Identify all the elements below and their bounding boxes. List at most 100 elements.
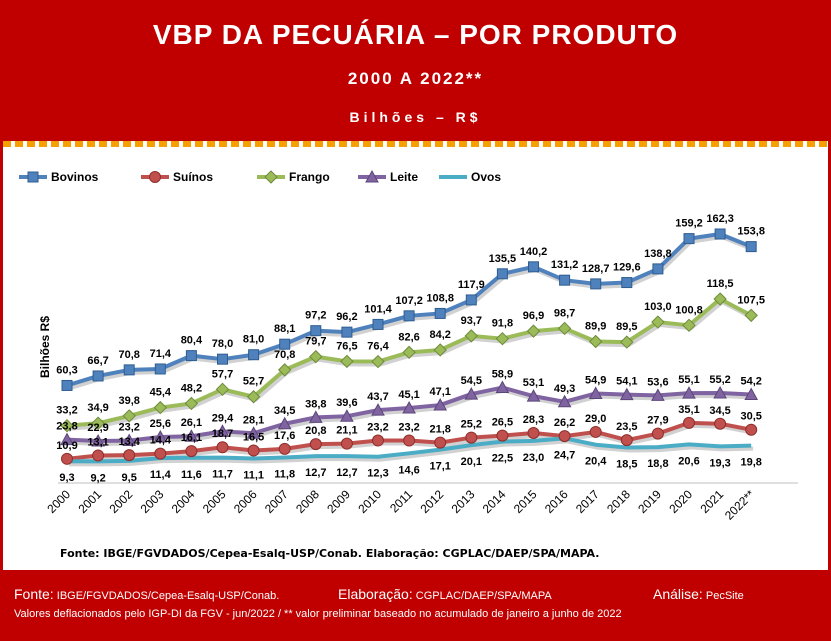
data-label-suinos: 14,4 [150, 435, 172, 447]
marker-frango [340, 354, 354, 369]
marker-bovinos [123, 364, 135, 376]
data-label-leite: 26,1 [181, 417, 202, 429]
data-label-suinos: 34,5 [709, 405, 730, 417]
x-tick-label: 2005 [200, 487, 229, 516]
data-label-bovinos: 131,2 [551, 259, 579, 271]
data-label-frango: 107,5 [737, 294, 765, 306]
data-label-leite: 54,2 [740, 376, 761, 388]
data-label-suinos: 21,8 [429, 424, 450, 436]
data-label-suinos: 18,7 [212, 428, 233, 440]
data-label-suinos: 28,3 [523, 414, 544, 426]
data-label-bovinos: 71,4 [150, 348, 172, 360]
data-label-ovos: 12,7 [305, 467, 326, 479]
x-tick-label: 2010 [355, 487, 384, 516]
marker-bovinos [217, 353, 228, 365]
data-labels: 60,3 66,7 70,8 71,4 80,4 78,0 81,0 88,1 97,2 96,2… [56, 213, 765, 484]
marker-suinos [683, 416, 695, 429]
data-label-frango: 118,5 [707, 278, 734, 290]
data-label-ovos: 12,3 [367, 468, 388, 480]
marker-frango [713, 292, 727, 306]
data-label-frango: 91,8 [492, 318, 513, 330]
footer-analysis-value: PecSite [705, 590, 744, 602]
data-label-frango: 34,9 [87, 402, 108, 414]
data-label-frango: 70,8 [274, 349, 295, 361]
marker-frango [309, 349, 323, 364]
data-label-leite: 39,6 [336, 397, 357, 409]
data-label-frango: 93,7 [461, 315, 482, 327]
x-tick-label: 2017 [573, 487, 602, 516]
marker-suinos [620, 434, 633, 447]
marker-suinos [465, 431, 478, 444]
marker-bovinos [528, 261, 539, 273]
marker-frango [122, 409, 136, 423]
marker-bovinos [652, 263, 664, 275]
marker-suinos [278, 442, 291, 455]
data-label-ovos: 18,8 [647, 458, 668, 470]
source-note: Fonte: IBGE/FGVDADOS/Cepea-Esalq-USP/Con… [60, 547, 600, 560]
data-label-leite: 25,6 [150, 418, 171, 430]
x-tick-label: 2004 [169, 487, 198, 516]
data-label-ovos: 11,6 [181, 469, 202, 481]
data-label-leite: 43,7 [367, 391, 388, 403]
data-label-frango: 89,5 [616, 321, 637, 333]
marker-suinos [403, 434, 416, 447]
legend-label-leite: Leite [390, 170, 418, 184]
x-tick-label: 2006 [231, 487, 260, 516]
marker-frango [277, 363, 292, 377]
x-tick-label: 2009 [324, 487, 353, 516]
marker-leite [619, 387, 634, 401]
data-label-bovinos: 70,8 [118, 349, 139, 361]
marker-suinos [434, 436, 447, 449]
data-label-suinos: 30,5 [740, 411, 761, 423]
marker-suinos [247, 444, 260, 457]
data-label-ovos: 11,1 [243, 470, 264, 482]
marker-leite [91, 433, 105, 447]
footer-source-label: Fonte: [14, 586, 54, 602]
data-label-bovinos: 66,7 [87, 355, 108, 367]
data-label-leite: 29,4 [212, 412, 234, 424]
data-label-ovos: 19,8 [740, 457, 761, 469]
marker-frango [246, 390, 261, 404]
data-label-bovinos: 135,5 [489, 253, 517, 265]
data-label-frango: 100,8 [675, 304, 703, 316]
series-line-shadow-ovos [68, 439, 754, 467]
data-label-frango: 57,7 [212, 368, 233, 380]
data-label-ovos: 20,4 [585, 456, 607, 468]
marker-suinos [527, 426, 540, 439]
data-label-suinos: 27,9 [647, 415, 668, 427]
data-label-frango: 45,4 [150, 387, 172, 399]
data-label-ovos: 9,3 [59, 472, 74, 484]
footer-analysis-group: Análise: PecSite [653, 586, 744, 602]
x-tick-label: 2013 [449, 487, 478, 516]
marker-leite [588, 386, 603, 399]
data-label-leite: 23,2 [118, 422, 139, 434]
marker-bovinos [372, 318, 384, 330]
marker-frango [557, 321, 572, 336]
marker-leite [651, 388, 665, 401]
marker-suinos [496, 429, 509, 442]
series-line-ovos [66, 436, 752, 464]
marker-suinos [714, 417, 727, 430]
marker-frango [744, 308, 758, 323]
marker-suinos [92, 449, 105, 462]
footer-source-value: IBGE/FGVDADOS/Cepea-Esalq-USP/Conab. [56, 590, 280, 602]
marker-bovinos [590, 278, 602, 290]
marker-suinos [185, 445, 198, 458]
y-axis-label-group: Bilhões R$ [38, 316, 52, 378]
marker-leite [277, 416, 292, 430]
data-label-ovos: 24,7 [554, 449, 575, 461]
data-label-suinos: 21,1 [336, 425, 357, 437]
marker-bovinos [434, 307, 446, 319]
data-label-bovinos: 60,3 [56, 364, 77, 376]
chart-legend: Bovinos Suínos Frango Leite Ovos [19, 169, 501, 184]
marker-suinos [123, 449, 136, 462]
marker-frango [433, 343, 447, 357]
marker-suinos [372, 434, 384, 447]
marker-leite [371, 403, 385, 416]
marker-suinos [558, 430, 571, 443]
data-label-suinos: 16,5 [243, 431, 264, 443]
x-axis: 2000 2001 2002 2003 2004 2005 2006 2007 2008 2009… [44, 482, 798, 523]
marker-frango [91, 416, 105, 430]
data-label-frango: 48,2 [181, 382, 202, 394]
marker-bovinos [621, 277, 633, 289]
